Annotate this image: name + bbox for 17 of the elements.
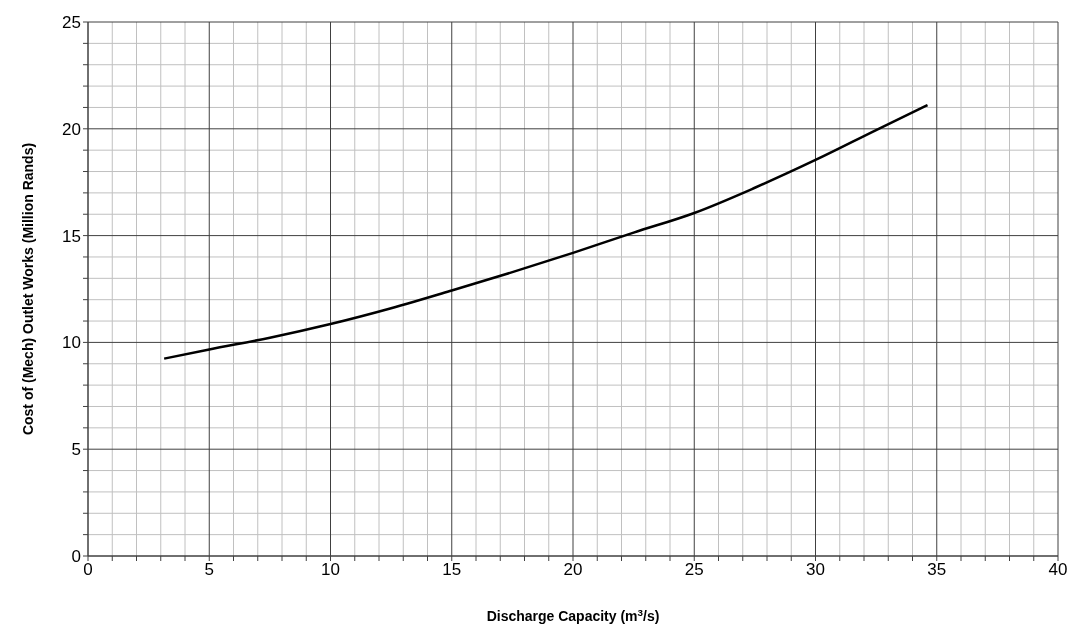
y-axis-title: Cost of (Mech) Outlet Works (Million Rands) [20, 142, 36, 436]
x-axis-title: Discharge Capacity (m$^{3}$/s) [486, 606, 660, 624]
x-tick-label: 25 [684, 560, 704, 580]
x-tick-label: 5 [204, 560, 214, 580]
y-tick-label: 10 [62, 333, 81, 353]
line-series [162, 103, 929, 360]
y-tick-label: 15 [62, 226, 81, 246]
y-tick-label: 20 [62, 119, 81, 139]
x-tick-label: 20 [563, 560, 583, 580]
y-tick-label: 25 [62, 13, 81, 33]
x-tick-label: 15 [442, 560, 462, 580]
y-tick-label: 0 [71, 547, 81, 567]
x-tick-label: 35 [927, 560, 947, 580]
x-tick-label: 40 [1048, 560, 1068, 580]
x-tick-label: 30 [806, 560, 825, 580]
y-tick-label: 5 [71, 440, 81, 460]
x-tick-label: 10 [321, 560, 340, 580]
